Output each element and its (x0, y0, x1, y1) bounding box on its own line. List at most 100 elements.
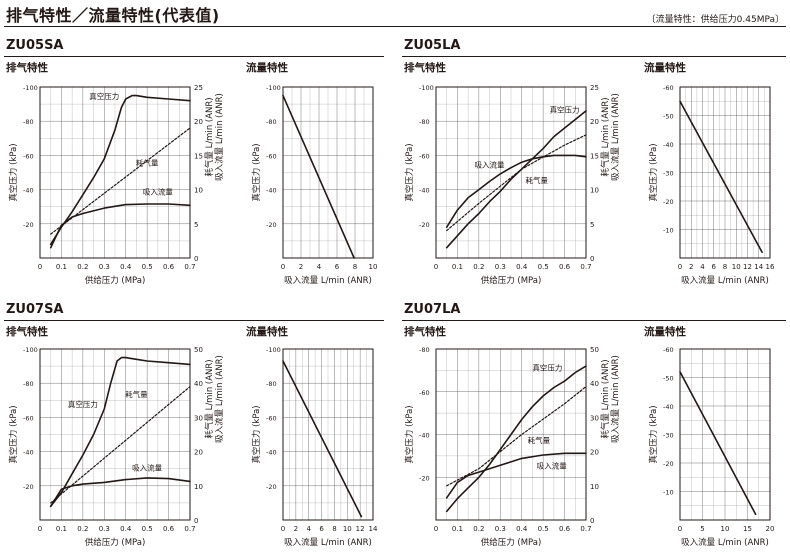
x-tick-label: 8 (332, 525, 336, 533)
series-label: 耗气量 (528, 435, 551, 445)
series-line-真空压力 (445, 110, 587, 249)
y2-tick-label: 25 (590, 84, 599, 92)
series-label: 耗气量 (136, 158, 159, 168)
model-title-zu07sa: ZU07SA (6, 302, 64, 317)
series-line-吸入流量 (49, 203, 191, 249)
x-tick-label: 2 (689, 263, 693, 271)
flow-label-zu07la: 流量特性 (644, 326, 686, 338)
x-tick-label: 14 (369, 525, 378, 533)
y-tick-label: -40 (419, 432, 430, 440)
y-tick-label: -60 (419, 152, 430, 160)
series-label: 耗气量 (525, 175, 548, 185)
plot-frame (679, 348, 771, 521)
x-axis-title: 吸入流量 L/min (ANR) (284, 537, 372, 548)
y-axis-title: 真空压力 (kPa) (648, 143, 659, 201)
exhaust-label-zu05la: 排气特性 (404, 62, 446, 74)
x-tick-label: 0.7 (580, 525, 591, 533)
x-tick-label: 0.6 (163, 263, 175, 271)
x-tick-label: 0.1 (452, 525, 463, 533)
y2-tick-label: 20 (194, 118, 203, 126)
page-title: 排气特性／流量特性(代表值) (6, 6, 220, 25)
series-line-吸入流量 (445, 154, 587, 228)
x-tick-label: 0.4 (516, 263, 528, 271)
x-tick-label: 14 (754, 263, 763, 271)
x-tick-label: 4 (317, 263, 322, 271)
x-tick-label: 0 (678, 263, 682, 271)
x-tick-label: 0.5 (142, 525, 153, 533)
chart-zu07la-flow: 0 5 10 15 20 -60 -50 -40 -30 -20 -10 吸入流量 L/min (AN… (648, 346, 774, 548)
y-axis-title: 真空压力 (kPa) (404, 143, 415, 201)
y-tick-label: -50 (663, 113, 674, 121)
model-title-zu05sa: ZU05SA (6, 38, 64, 53)
y-tick-label: -20 (419, 474, 430, 482)
x-tick-label: 0.4 (120, 263, 132, 271)
y-tick-label: -20 (23, 221, 34, 229)
series-label: 真空压力 (532, 362, 562, 372)
x-axis-title: 吸入流量 L/min (ANR) (681, 275, 769, 286)
y-axis-title: 真空压力 (kPa) (648, 405, 659, 463)
y2-tick-label: 20 (590, 118, 599, 126)
x-tick-label: 0.6 (559, 263, 571, 271)
series-line-curve (282, 360, 363, 518)
series-line-耗气量 (50, 386, 191, 504)
x-tick-label: 0.7 (184, 263, 195, 271)
chart-zu05la-flow: 0 2 4 6 8 10 12 14 16 -60 -50 -40 -30 -20 -10 吸入流量 L/mi… (648, 84, 775, 286)
series-line-耗气量 (446, 386, 587, 487)
y-tick-label: -30 (663, 170, 674, 178)
x-tick-label: 5 (700, 525, 704, 533)
y-tick-label: -60 (266, 152, 277, 160)
x-tick-label: 0.1 (56, 263, 67, 271)
y2-tick-label: 10 (590, 187, 599, 195)
exhaust-label-zu05sa: 排气特性 (6, 62, 48, 74)
x-tick-label: 8 (353, 263, 357, 271)
y-tick-label: -80 (266, 380, 277, 388)
y2-tick-label: 10 (194, 483, 203, 491)
y-tick-label: -20 (266, 483, 277, 491)
x-tick-label: 2 (299, 263, 303, 271)
y2-axis-title-top: 耗气量 L/min (ANR) (204, 97, 215, 176)
series-label: 真空压力 (550, 105, 580, 115)
y-tick-label: -60 (663, 346, 674, 354)
series-line-耗气量 (446, 134, 587, 232)
x-tick-label: 0 (38, 263, 42, 271)
y2-tick-label: 0 (194, 255, 198, 263)
y-tick-label: -40 (663, 403, 674, 411)
y2-tick-label: 10 (194, 187, 203, 195)
series-label: 吸入流量 (143, 186, 173, 196)
y2-axis-title-top: 耗气量 L/min (ANR) (600, 97, 611, 176)
x-axis-title: 吸入流量 L/min (ANR) (284, 275, 372, 286)
plot-frame (282, 348, 374, 521)
series-line-curve (679, 370, 757, 516)
x-tick-label: 0 (434, 263, 438, 271)
y2-tick-label: 40 (590, 380, 599, 388)
y-tick-label: -60 (23, 414, 34, 422)
x-tick-label: 10 (343, 525, 352, 533)
y2-axis-title-bottom: 吸入流量 L/min (ANR) (610, 355, 621, 443)
y2-tick-label: 0 (590, 255, 594, 263)
y-axis-title: 真空压力 (kPa) (404, 405, 415, 463)
y-tick-label: -40 (266, 187, 277, 195)
x-tick-label: 0 (281, 263, 285, 271)
y2-tick-label: 50 (590, 346, 599, 354)
y2-tick-label: 30 (194, 414, 203, 422)
title-divider (4, 26, 786, 27)
x-tick-label: 10 (721, 525, 730, 533)
plot-frame (435, 86, 587, 259)
exhaust-label-zu07sa: 排气特性 (6, 326, 48, 338)
x-axis-title: 供给压力 (MPa) (481, 275, 542, 286)
model-divider (402, 320, 786, 321)
y-tick-label: -20 (419, 221, 430, 229)
y2-tick-label: 5 (590, 221, 594, 229)
y-tick-label: -80 (419, 118, 430, 126)
y2-tick-label: 15 (194, 152, 203, 160)
x-tick-label: 4 (306, 525, 311, 533)
x-axis-title: 吸入流量 L/min (ANR) (681, 537, 769, 548)
plot-frame (435, 348, 587, 521)
y2-tick-label: 5 (194, 221, 198, 229)
x-tick-label: 0.2 (473, 263, 484, 271)
conditions-note: 〔流量特性：供给压力0.45MPa〕 (646, 15, 784, 25)
y-tick-label: -20 (23, 483, 34, 491)
y2-tick-label: 20 (590, 449, 599, 457)
y2-axis-title-bottom: 吸入流量 L/min (ANR) (214, 355, 225, 443)
y-tick-label: -60 (663, 84, 674, 92)
